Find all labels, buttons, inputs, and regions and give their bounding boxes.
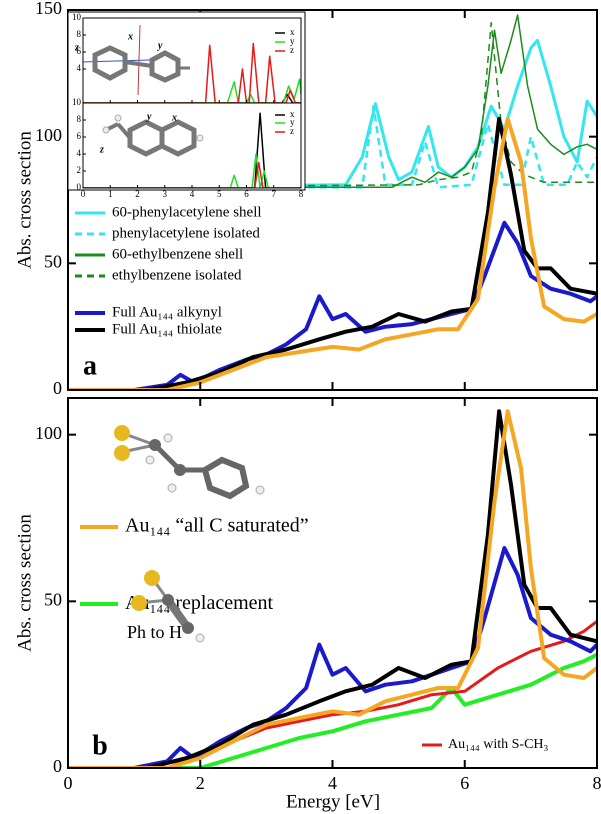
x-tick-label: 2 (135, 189, 140, 199)
atom (164, 434, 172, 442)
y-tick-label: 8 (77, 114, 82, 124)
x-tick-label: 4 (328, 773, 337, 793)
legend-label: Full Au₁₄₄ thiolate (112, 321, 222, 337)
y-tick-label: 150 (35, 0, 62, 18)
panel-label: a (83, 350, 97, 381)
x-tick-label: 3 (163, 189, 168, 199)
x-tick-label: 7 (272, 189, 277, 199)
x-tick-label: 0 (81, 189, 86, 199)
panel: x y z 4 6 8 10 (68, 12, 305, 190)
molecule-axis-label: z (74, 42, 79, 53)
legend-label: Au₁₄₄ with S-CH₃ (448, 737, 549, 752)
legend-label: phenylacetylene isolated (112, 225, 260, 241)
atom (114, 445, 130, 461)
y-tick-label: 50 (44, 251, 62, 271)
inset-background (68, 12, 305, 190)
atom (149, 439, 161, 451)
molecule-axis-label: y (157, 40, 163, 51)
molecule-axis-label: x (127, 31, 133, 42)
x-tick-label: 6 (244, 189, 249, 199)
page: {"chart_data":[ {"type":"line","ylabel":… (0, 0, 601, 814)
molecule-axis-label: z (99, 144, 104, 155)
x-tick-label: 4 (190, 189, 195, 199)
atom (146, 456, 154, 464)
legend-label-line: Ph to H (127, 622, 182, 642)
y-tick-label: 0 (53, 756, 62, 776)
legend-label: 60-phenylacetylene shell (112, 204, 262, 220)
y-axis-label: Abs. cross section (14, 131, 35, 269)
y-tick-label: 0 (53, 378, 62, 398)
legend-label: ethylbenzene isolated (112, 267, 242, 283)
y-tick-label: 2 (77, 165, 82, 175)
atom (162, 594, 174, 606)
atom (144, 570, 160, 586)
molecule-axis-label: y (146, 111, 152, 122)
atom (103, 127, 109, 133)
x-tick-label: 2 (196, 773, 205, 793)
y-axis-label: Abs. cross section (14, 514, 35, 652)
y-tick-label: 6 (77, 131, 82, 141)
x-tick-label: 8 (299, 189, 304, 199)
legend-label: z (290, 126, 294, 136)
y-tick-label: 8 (77, 29, 82, 39)
y-tick-label: 50 (44, 589, 62, 609)
y-tick-label: 4 (77, 63, 82, 73)
x-tick-label: 8 (593, 773, 601, 793)
legend-label: 60-ethylbenzene shell (112, 246, 243, 262)
x-axis-label: Energy [eV] (286, 791, 380, 812)
molecule-thiolate (114, 425, 264, 496)
figure: 60-phenylacetylene shell phenylacetylene … (0, 0, 601, 814)
x-tick-label: 1 (108, 189, 113, 199)
legend-label: z (290, 45, 294, 55)
atom (182, 622, 194, 634)
y-tick-label: 100 (35, 423, 62, 443)
x-tick-label: 0 (64, 773, 73, 793)
y-tick-label: 4 (77, 148, 82, 158)
atom (256, 486, 264, 494)
atom (131, 595, 147, 611)
y-tick-label: 10 (72, 12, 82, 22)
atom (197, 135, 203, 141)
molecule-axis-label: x (171, 112, 177, 123)
x-tick-label: 5 (217, 189, 222, 199)
atom (114, 425, 130, 441)
legend-label: Au₁₄₄ “all C saturated” (125, 515, 309, 537)
y-tick-label: 100 (35, 125, 62, 145)
y-tick-label: 10 (72, 97, 82, 107)
atom (115, 115, 121, 121)
atom (168, 484, 176, 492)
x-tick-label: 6 (460, 773, 469, 793)
legend-label: Full Au₁₄₄ alkynyl (112, 304, 222, 320)
atom (196, 634, 204, 642)
panel-label: b (92, 730, 108, 761)
atom (174, 464, 186, 476)
